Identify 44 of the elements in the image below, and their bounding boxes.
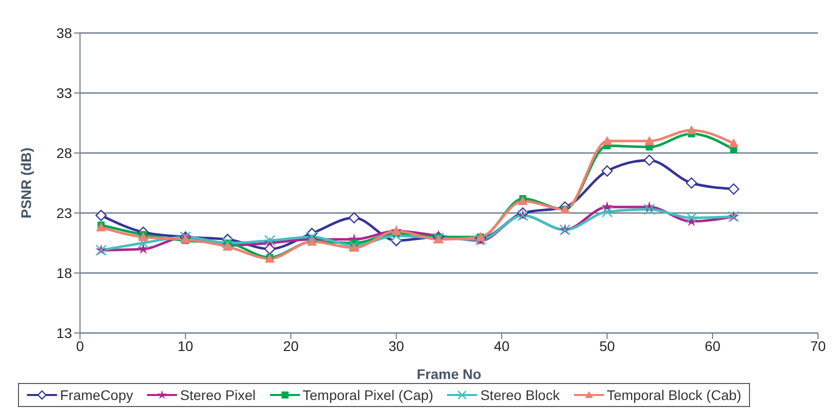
point <box>728 183 740 195</box>
point <box>602 136 612 145</box>
x-tick-label: 20 <box>283 338 299 354</box>
point <box>180 234 190 244</box>
legend-label: Stereo Block <box>479 387 560 403</box>
y-tick-label: 18 <box>56 264 72 281</box>
point <box>686 177 698 189</box>
x-tick-label: 40 <box>494 338 510 354</box>
point <box>686 125 696 134</box>
point <box>644 136 654 145</box>
y-tick-label: 13 <box>56 324 72 341</box>
y-tick-label: 23 <box>56 204 72 221</box>
x-tick-label: 70 <box>810 338 826 354</box>
x-tick-label: 50 <box>599 338 616 354</box>
point <box>222 242 233 251</box>
point <box>390 230 402 242</box>
point <box>644 204 655 216</box>
y-tick-label: 38 <box>56 24 72 41</box>
legend-label: Temporal Pixel (Cap) <box>302 387 434 403</box>
point <box>348 212 360 224</box>
x-tick-label: 30 <box>388 338 404 354</box>
x-tick-label: 0 <box>76 338 84 354</box>
point <box>264 234 276 246</box>
y-tick-label: 33 <box>56 84 72 101</box>
point <box>728 138 739 148</box>
y-tick-label: 28 <box>56 144 72 161</box>
x-tick-label: 60 <box>704 338 721 354</box>
point <box>138 237 149 249</box>
x-tick-label: 10 <box>178 338 194 354</box>
point <box>644 154 655 166</box>
x-axis-title: Frame No <box>416 366 482 382</box>
legend-label: FrameCopy <box>59 387 134 403</box>
point <box>349 242 360 252</box>
point <box>518 196 528 205</box>
y-axis-title: PSNR (dB) <box>18 148 34 218</box>
point <box>601 206 613 218</box>
point <box>96 222 106 232</box>
legend-label: Stereo Pixel <box>179 387 256 403</box>
point <box>95 210 107 221</box>
point <box>602 165 613 177</box>
point <box>686 212 698 224</box>
legend-label: Temporal Block (Cab) <box>606 387 742 403</box>
point <box>138 232 148 241</box>
point <box>348 240 360 252</box>
